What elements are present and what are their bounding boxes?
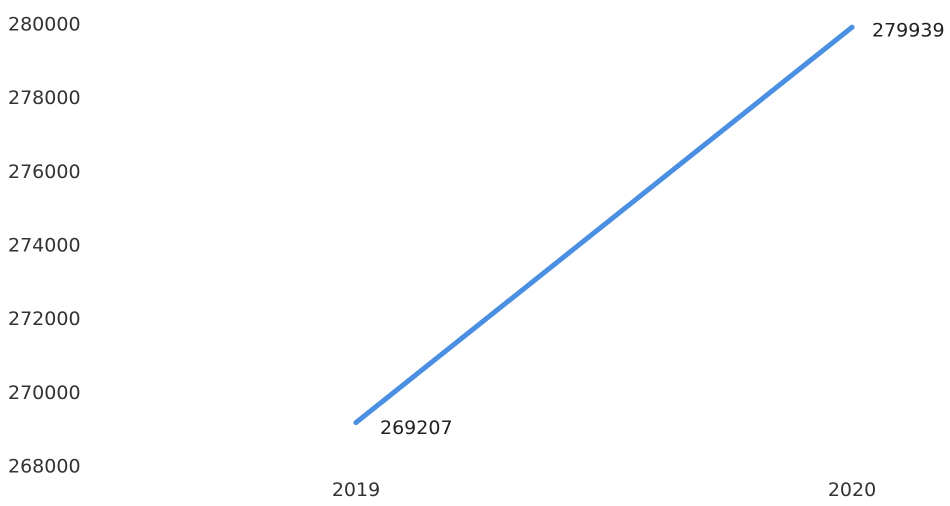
y-tick-label: 274000 [8,235,81,257]
data-point [849,24,855,30]
data-label: 269207 [380,417,453,439]
data-labels: 269207 279939 [380,20,945,439]
x-tick-label: 2019 [332,479,380,501]
x-axis-tick-labels: 2019 2020 [332,479,876,501]
data-label: 279939 [872,20,945,42]
y-tick-label: 268000 [8,456,81,478]
y-tick-label: 276000 [8,161,81,183]
data-point [353,420,359,426]
y-tick-label: 272000 [8,308,81,330]
series-layer [353,24,855,426]
y-tick-label: 278000 [8,87,81,109]
y-tick-label: 280000 [8,14,81,36]
y-axis-tick-labels: 280000 278000 276000 274000 272000 270000 2680… [8,14,81,478]
x-tick-label: 2020 [828,479,876,501]
series-line [353,24,855,426]
y-tick-label: 270000 [8,382,81,404]
